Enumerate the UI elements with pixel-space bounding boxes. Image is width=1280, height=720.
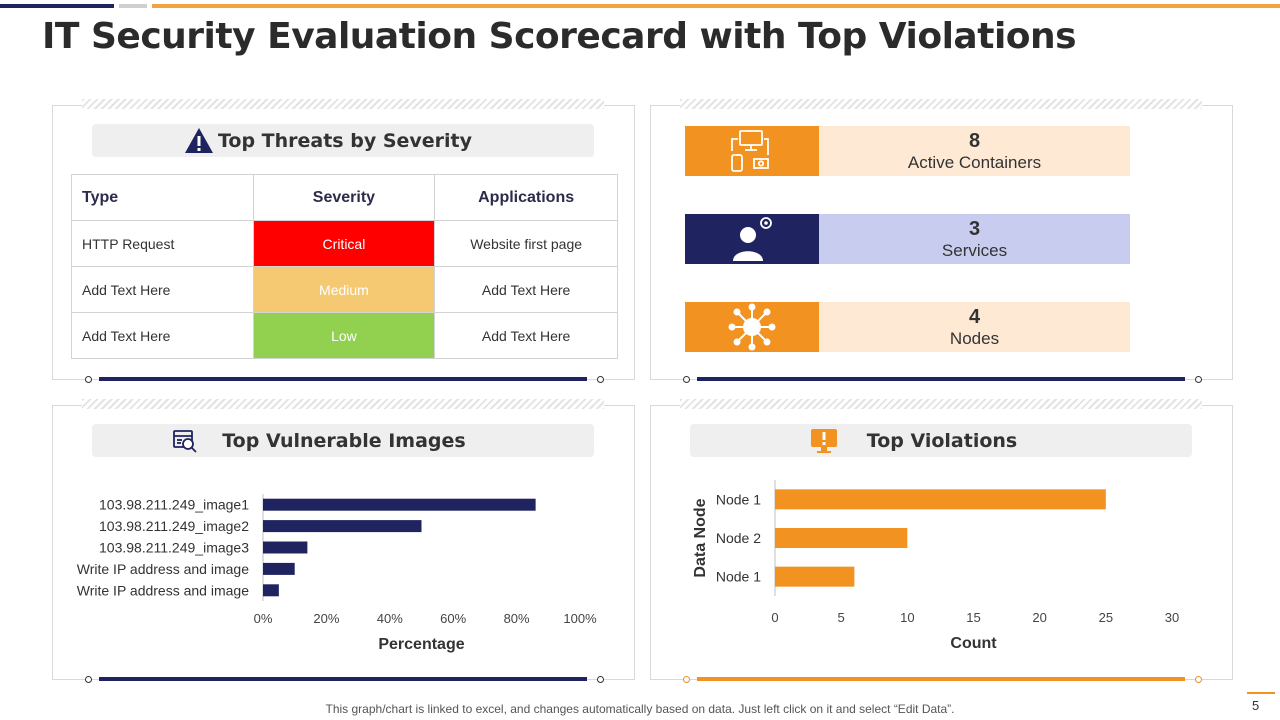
tick-label: 20 <box>1032 610 1046 625</box>
row-type: Add Text Here <box>71 266 254 313</box>
images-title: Top Vulnerable Images <box>222 429 466 452</box>
threats-table: Type Severity Applications HTTP Request … <box>71 174 618 359</box>
threats-footer-dot-right <box>597 376 604 383</box>
violations-chart: Node 1 Node 2 Node 1 0 5 10 15 20 25 30 Count Data … <box>692 480 1179 652</box>
page-number-accent <box>1247 692 1275 694</box>
header-applications: Applications <box>434 174 618 221</box>
bar <box>263 520 422 533</box>
x-axis-label: Count <box>950 635 997 652</box>
tick-label: 60% <box>440 611 466 626</box>
tick-label: 100% <box>563 611 597 626</box>
bar <box>263 541 308 554</box>
tick-label: 30 <box>1165 610 1179 625</box>
kpi-panel-hatch <box>680 99 1202 109</box>
violations-title: Top Violations <box>866 429 1018 452</box>
y-axis-label: Data Node <box>692 498 709 577</box>
violations-footer-dot-right <box>1195 676 1202 683</box>
page-number: 5 <box>1252 698 1260 713</box>
vulnerable-images-chart: 103.98.211.249_image1 103.98.211.249_imag… <box>77 494 597 653</box>
tick-label: 0% <box>254 611 273 626</box>
violations-panel-footer-line <box>697 677 1185 681</box>
top-accent-navy <box>0 4 114 8</box>
kpi-panel-footer-line <box>697 377 1185 381</box>
network-nodes-icon <box>728 303 776 351</box>
footnote: This graph/chart is linked to excel, and… <box>325 702 955 716</box>
images-panel-hatch <box>82 399 604 409</box>
page-title: IT Security Evaluation Scorecard with To… <box>42 16 1077 57</box>
table-row: HTTP Request Critical Website first page <box>71 220 618 267</box>
kpi-nodes: 4 Nodes <box>819 302 1130 352</box>
kpi-services-icon-box <box>685 214 819 264</box>
bar <box>263 562 295 575</box>
threats-panel-footer-line <box>99 377 587 381</box>
top-accent-gray <box>119 4 147 8</box>
violations-panel-hatch <box>680 399 1202 409</box>
warning-icon <box>184 127 214 159</box>
tick-label: 20% <box>313 611 339 626</box>
devices-icon <box>731 130 769 172</box>
severity-low: Low <box>252 312 436 359</box>
kpi-services: 3 Services <box>819 214 1130 264</box>
kpi-nodes-icon-box <box>685 302 819 352</box>
table-row: Add Text Here Low Add Text Here <box>71 312 618 359</box>
images-panel-footer-line <box>99 677 587 681</box>
kpi-services-label: Services <box>941 240 1008 260</box>
top-accent-orange <box>152 4 1280 8</box>
kpi-services-value: 3 <box>968 217 981 240</box>
violations-title-bar: Top Violations <box>690 424 1192 457</box>
category-label: Node 2 <box>716 530 761 546</box>
tick-label: 80% <box>504 611 530 626</box>
threats-title: Top Threats by Severity <box>217 129 473 152</box>
severity-medium: Medium <box>252 266 436 313</box>
tick-label: 15 <box>966 610 980 625</box>
category-label: Node 1 <box>716 569 761 585</box>
category-label: 103.98.211.249_image2 <box>99 518 249 534</box>
kpi-footer-dot-right <box>1195 376 1202 383</box>
kpi-footer-dot-left <box>683 376 690 383</box>
kpi-containers-label: Active Containers <box>907 152 1042 172</box>
threats-table-header: Type Severity Applications <box>71 174 618 221</box>
row-type: Add Text Here <box>71 312 254 359</box>
kpi-nodes-value: 4 <box>968 305 981 328</box>
bar <box>775 566 855 587</box>
bar <box>775 528 908 548</box>
kpi-containers: 8 Active Containers <box>819 126 1130 176</box>
kpi-containers-icon-box <box>685 126 819 176</box>
kpi-nodes-label: Nodes <box>949 328 1000 348</box>
alert-monitor-icon <box>810 428 838 459</box>
bar <box>775 489 1106 510</box>
category-label: Write IP address and image <box>77 561 249 577</box>
user-gear-icon <box>733 217 772 261</box>
bar <box>263 498 536 511</box>
tick-label: 10 <box>900 610 914 625</box>
category-label: Node 1 <box>716 491 761 507</box>
tick-label: 25 <box>1099 610 1113 625</box>
x-axis-label: Percentage <box>378 636 464 653</box>
tick-label: 0 <box>771 610 778 625</box>
severity-critical: Critical <box>252 220 436 267</box>
violations-footer-dot-left <box>683 676 690 683</box>
row-applications: Website first page <box>434 220 618 267</box>
bar <box>263 584 279 597</box>
category-label: Write IP address and image <box>77 582 249 598</box>
tick-label: 5 <box>838 610 845 625</box>
header-type: Type <box>71 174 254 221</box>
header-severity: Severity <box>252 174 436 221</box>
category-label: 103.98.211.249_image1 <box>99 497 249 513</box>
row-type: HTTP Request <box>71 220 254 267</box>
threats-footer-dot-left <box>85 376 92 383</box>
row-applications: Add Text Here <box>434 266 618 313</box>
images-title-bar: Top Vulnerable Images <box>92 424 594 457</box>
category-label: 103.98.211.249_image3 <box>99 540 249 556</box>
threats-title-bar: Top Threats by Severity <box>92 124 594 157</box>
images-footer-dot-right <box>597 676 604 683</box>
threats-panel-hatch <box>82 99 604 109</box>
table-row: Add Text Here Medium Add Text Here <box>71 266 618 313</box>
row-applications: Add Text Here <box>434 312 618 359</box>
tick-label: 40% <box>377 611 403 626</box>
images-footer-dot-left <box>85 676 92 683</box>
kpi-containers-value: 8 <box>968 129 981 152</box>
image-scan-icon <box>172 429 198 458</box>
